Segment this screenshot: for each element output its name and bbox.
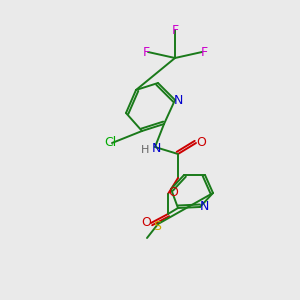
Text: Cl: Cl (104, 136, 116, 149)
Text: F: F (171, 23, 178, 37)
Text: O: O (141, 217, 151, 230)
Text: S: S (153, 220, 161, 232)
Text: F: F (200, 46, 208, 59)
Text: N: N (199, 200, 209, 214)
Text: F: F (142, 46, 150, 59)
Text: N: N (151, 142, 161, 154)
Text: N: N (173, 94, 183, 106)
Text: O: O (168, 187, 178, 200)
Text: H: H (141, 145, 149, 155)
Text: O: O (196, 136, 206, 148)
